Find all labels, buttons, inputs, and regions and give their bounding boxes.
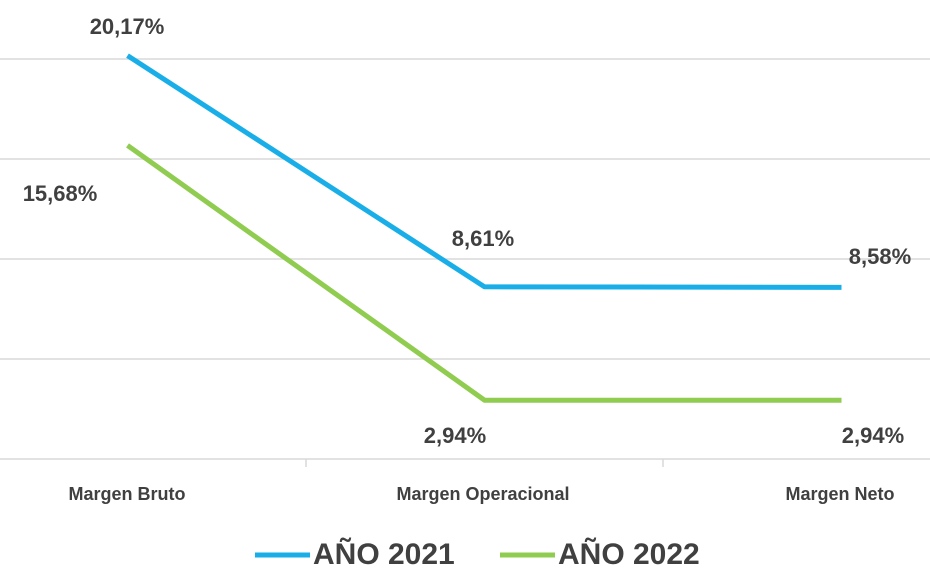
legend-label: AÑO 2021 <box>313 537 455 571</box>
x-tick-label: Margen Neto <box>785 484 894 504</box>
data-label: 8,61% <box>452 226 514 251</box>
series-line <box>126 143 842 403</box>
x-tick-label: Margen Bruto <box>69 484 186 504</box>
data-label: 2,94% <box>842 423 904 448</box>
data-label: 8,58% <box>849 244 911 269</box>
data-label: 2,94% <box>424 423 486 448</box>
data-label: 15,68% <box>23 181 98 206</box>
series-line <box>126 53 842 290</box>
x-tick-label: Margen Operacional <box>396 484 569 504</box>
data-label: 20,17% <box>90 14 165 39</box>
legend-label: AÑO 2022 <box>558 537 700 571</box>
